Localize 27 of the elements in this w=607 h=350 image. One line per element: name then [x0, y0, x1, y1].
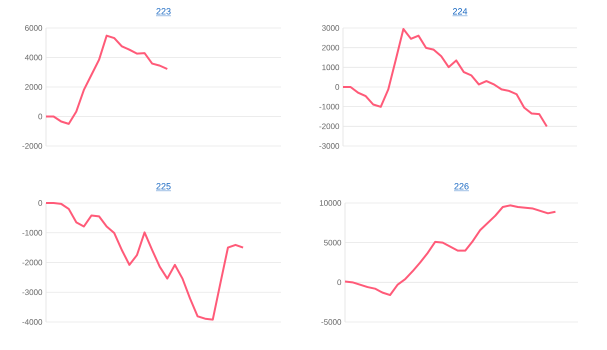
- y-tick-label: 0: [337, 279, 342, 286]
- chart-title: 224: [452, 8, 468, 14]
- line-series: [45, 34, 168, 125]
- chart-title: 225: [156, 183, 171, 190]
- y-tick-label: 10000: [320, 200, 342, 206]
- y-tick-label: 6000: [25, 25, 42, 31]
- y-tick-label: -2000: [22, 260, 42, 266]
- y-tick-label: -1000: [22, 230, 42, 236]
- chart-title: 226: [454, 183, 469, 190]
- y-tick-label: -1000: [319, 104, 340, 110]
- y-tick-label: -3000: [22, 289, 42, 296]
- y-tick-label: 3000: [322, 25, 340, 31]
- y-tick-label: 0: [38, 200, 42, 206]
- y-tick-label: 0: [335, 84, 340, 90]
- y-tick-label: -2000: [319, 123, 340, 130]
- y-tick-label: 5000: [324, 240, 342, 246]
- y-tick-label: -4000: [22, 319, 42, 325]
- line-series: [342, 28, 548, 128]
- y-tick-label: -5000: [321, 319, 342, 325]
- y-tick-label: 2000: [322, 44, 340, 50]
- y-tick-label: 2000: [25, 84, 42, 90]
- chart-title: 223: [156, 8, 171, 14]
- y-tick-label: -2000: [22, 143, 42, 149]
- y-tick-label: 0: [38, 114, 42, 120]
- y-tick-label: -3000: [319, 143, 340, 149]
- y-tick-label: 1000: [322, 64, 340, 70]
- y-tick-label: 4000: [24, 54, 42, 60]
